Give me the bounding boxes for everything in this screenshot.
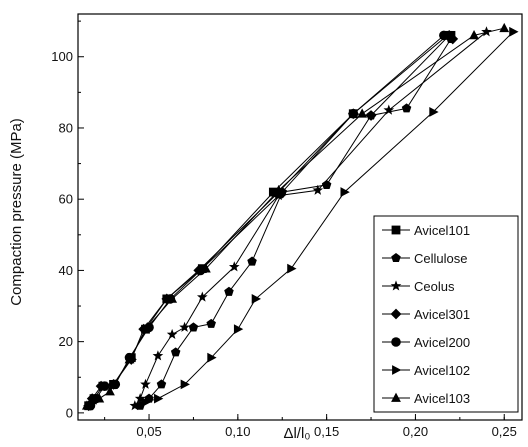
data-point <box>134 393 146 404</box>
data-point <box>206 318 216 328</box>
data-point <box>247 256 257 266</box>
data-point <box>154 393 164 404</box>
data-point <box>81 400 92 410</box>
data-point <box>180 379 190 390</box>
y-tick-label: 80 <box>59 120 73 135</box>
legend-label: Ceolus <box>414 279 455 294</box>
data-point <box>383 104 395 115</box>
plot-border <box>77 13 523 421</box>
data-point <box>401 103 412 113</box>
data-point <box>170 347 181 357</box>
data-point <box>321 179 332 189</box>
legend: Avicel101 Cellulose Ceolus Avicel301 Avicel2… <box>373 215 519 413</box>
legend-label: Avicel301 <box>414 307 470 322</box>
x-axis: 0,05 0,10 0,15 0,20 0,25 <box>104 414 517 439</box>
data-point <box>509 26 519 37</box>
y-tick-label: 0 <box>66 405 73 420</box>
series-cellulose <box>135 33 456 410</box>
legend-swatch-marker <box>391 225 401 235</box>
series-line <box>145 31 514 403</box>
data-point <box>87 395 98 405</box>
data-point <box>233 324 244 335</box>
legend-item: Avicel301 <box>382 307 470 322</box>
data-point <box>224 286 234 296</box>
data-point <box>99 381 110 391</box>
legend-label: Cellulose <box>414 251 467 266</box>
y-tick-label: 40 <box>59 263 73 278</box>
y-tick-label: 60 <box>59 192 73 207</box>
data-point <box>166 328 178 340</box>
data-point <box>207 352 217 363</box>
x-axis-label: Δl/l₀ <box>283 425 310 442</box>
data-point <box>129 400 141 411</box>
data-point <box>196 291 208 302</box>
x-tick-label: 0,20 <box>403 424 428 439</box>
data-point <box>141 397 151 408</box>
data-point <box>228 261 240 272</box>
data-point <box>179 321 190 332</box>
legend-item: Avicel103 <box>382 391 470 406</box>
data-point <box>142 322 153 332</box>
x-tick-label: 0,15 <box>314 424 339 439</box>
legend-swatch-marker <box>391 392 401 402</box>
plot-frame <box>77 13 523 421</box>
data-point <box>105 386 115 396</box>
data-point <box>200 263 211 273</box>
y-axis-label: Compaction pressure (MPa) <box>8 118 25 306</box>
data-point <box>156 379 167 389</box>
legend-item: Cellulose <box>382 251 467 266</box>
series-avicel103 <box>81 22 510 410</box>
legend-label: Avicel102 <box>414 363 470 378</box>
data-point <box>348 108 359 119</box>
series-avicel102 <box>141 26 519 408</box>
data-point <box>340 187 350 197</box>
x-tick-label: 0,25 <box>492 424 517 439</box>
data-point <box>140 378 151 389</box>
data-point <box>94 393 105 403</box>
legend-item: Ceolus <box>382 279 455 294</box>
data-point <box>357 108 368 118</box>
y-tick-label: 20 <box>59 334 73 349</box>
data-point <box>312 184 324 195</box>
data-point <box>195 265 206 276</box>
legend-label: Avicel200 <box>414 335 470 350</box>
data-point <box>152 350 164 361</box>
data-point <box>124 354 135 364</box>
legend-item: Avicel101 <box>382 223 470 238</box>
data-point <box>273 184 284 195</box>
series-layer <box>81 22 519 412</box>
x-tick-label: 0,10 <box>225 424 250 439</box>
legend-item: Avicel200 <box>382 335 470 350</box>
data-point <box>251 294 261 304</box>
legend-label: Avicel103 <box>414 391 470 406</box>
legend-swatch-marker <box>391 253 401 263</box>
legend-swatch-marker <box>390 280 402 291</box>
legend-item: Avicel102 <box>382 363 470 378</box>
legend-swatch-marker <box>391 337 401 347</box>
data-point <box>429 107 439 117</box>
data-point <box>447 33 459 45</box>
legend-swatch-marker <box>392 365 402 375</box>
data-point <box>469 29 479 40</box>
legend-swatch-marker <box>390 308 402 320</box>
data-point <box>499 22 510 33</box>
y-tick-label: 100 <box>51 49 73 64</box>
data-point <box>188 322 199 332</box>
data-point <box>167 293 178 303</box>
data-point <box>439 30 449 41</box>
y-axis: 0 20 40 60 80 100 <box>51 20 84 420</box>
data-point <box>365 110 377 121</box>
legend-label: Avicel101 <box>414 223 470 238</box>
x-tick-label: 0,05 <box>136 424 161 439</box>
data-point <box>287 263 297 274</box>
data-point <box>481 26 492 37</box>
